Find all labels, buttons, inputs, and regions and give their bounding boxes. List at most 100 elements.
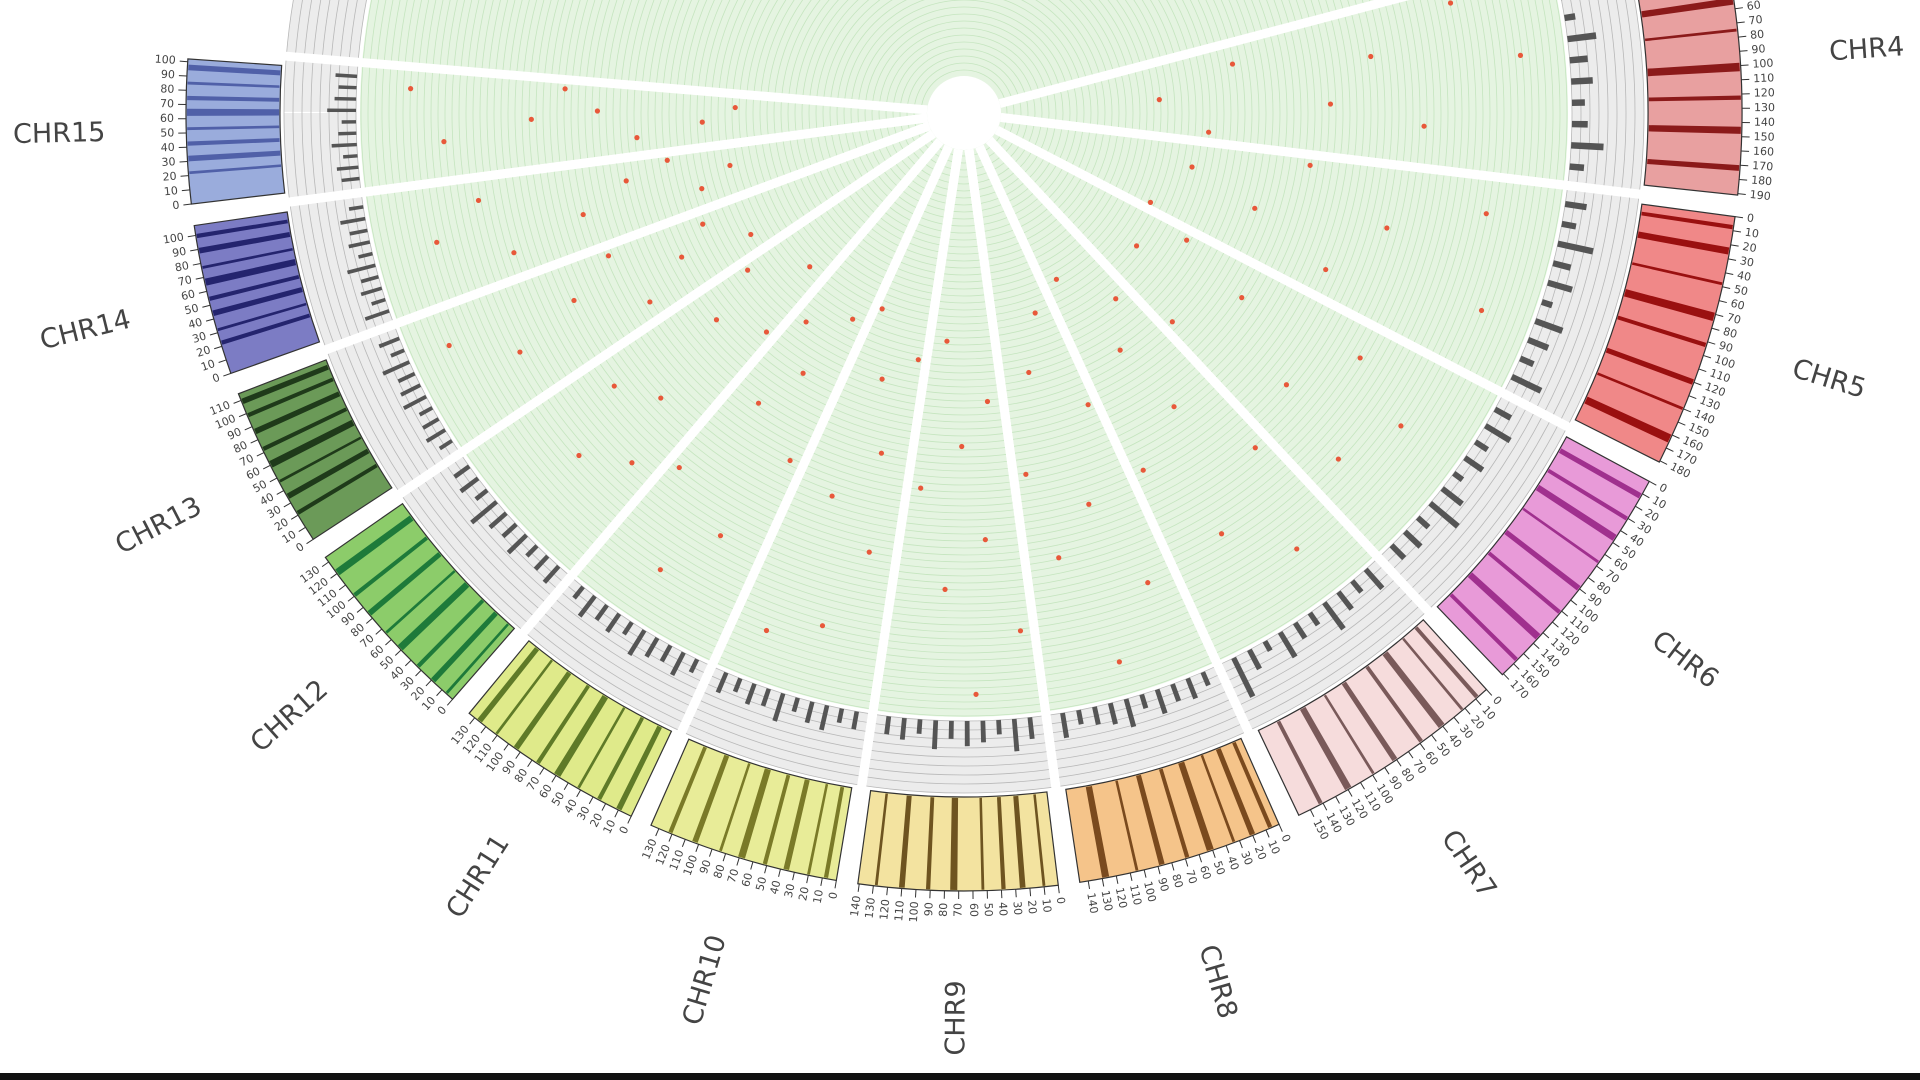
hist-bar — [343, 154, 358, 159]
tick-mark — [183, 203, 192, 206]
scatter-ring — [381, 0, 1547, 696]
scatter-point — [879, 306, 885, 312]
scatter-point — [850, 316, 856, 322]
tick-mark — [527, 759, 533, 768]
scatter-ring — [528, 0, 1400, 549]
tick-mark — [764, 865, 768, 874]
tick-mark — [1587, 577, 1595, 583]
scatter-ring — [675, 0, 1253, 402]
scatter-point — [984, 398, 991, 405]
hist-bar — [1076, 709, 1084, 725]
sector-gap — [975, 144, 1253, 735]
hist-bar — [1092, 706, 1101, 725]
hist-bar — [438, 439, 453, 451]
tick-mark — [1730, 244, 1739, 247]
scatter-point — [879, 376, 885, 382]
tick-mark — [491, 735, 498, 743]
tick-label: 120 — [877, 898, 892, 920]
tick-mark — [375, 628, 383, 635]
scatter-ring — [556, 0, 1372, 521]
hist-bar — [572, 585, 585, 600]
hist-bar — [1571, 77, 1593, 85]
tick-mark — [1252, 835, 1257, 844]
tick-label: 90 — [1386, 774, 1405, 793]
ideogram — [857, 789, 1059, 892]
tick-label: 110 — [892, 900, 907, 922]
tick-mark — [1171, 862, 1175, 871]
scatter-ring — [437, 0, 1491, 640]
tick-mark — [187, 234, 196, 238]
scatter-ring — [570, 0, 1358, 507]
tick-mark — [256, 452, 265, 457]
tick-mark — [1738, 35, 1747, 38]
hist-bar — [1336, 590, 1354, 611]
scatter-point — [763, 329, 770, 335]
chromosome-label: CHR11 — [440, 829, 516, 924]
hist-bar — [1322, 601, 1346, 631]
hist-bar — [340, 216, 366, 225]
scatter-point — [623, 178, 629, 184]
scatter-ring — [717, 0, 1211, 360]
tick-mark — [1715, 313, 1724, 317]
scatter-point — [441, 139, 447, 145]
hist-bar — [916, 719, 923, 734]
tick-label: 0 — [1490, 694, 1504, 708]
tick-mark — [1552, 621, 1559, 628]
sector-gap — [284, 51, 928, 115]
tick-mark — [1707, 341, 1716, 345]
hist-bar — [688, 658, 700, 674]
hist-bar — [347, 263, 376, 275]
scatter-point — [819, 623, 826, 629]
scatter-ring — [836, 0, 1092, 241]
hist-bar — [1546, 279, 1573, 293]
hist-bar — [1571, 99, 1585, 106]
cyto-band — [1617, 315, 1707, 347]
cyto-band — [1487, 551, 1561, 614]
cyto-band — [1136, 774, 1165, 866]
scatter-point — [1116, 659, 1122, 665]
cyto-band — [762, 774, 791, 865]
scatter-ring — [892, 41, 1036, 185]
tick-label: 90 — [697, 858, 714, 875]
tick-mark — [1503, 673, 1510, 680]
tick-label: 0 — [1657, 481, 1669, 496]
scatter-point — [1017, 628, 1024, 634]
cyto-band — [996, 797, 1006, 890]
tick-mark — [834, 880, 837, 889]
cyto-band — [495, 659, 553, 735]
tick-label: 40 — [1736, 268, 1752, 284]
hist-bar — [1231, 656, 1256, 698]
scatter-ring — [493, 0, 1435, 584]
tick-mark — [238, 413, 247, 418]
hist-ring — [346, 0, 1582, 731]
hist-bar — [1571, 120, 1588, 128]
cyto-band — [1178, 761, 1214, 852]
tick-label: 20 — [1252, 844, 1269, 862]
hist-bar — [1569, 55, 1588, 64]
tick-label: 90 — [1155, 876, 1171, 893]
scatter-ring — [815, 0, 1113, 262]
scatter-ring — [696, 0, 1232, 381]
scatter-ring — [871, 20, 1057, 206]
hist-bar — [1011, 718, 1020, 752]
tick-mark — [1732, 230, 1742, 233]
tick-mark — [1740, 164, 1749, 167]
hist-bar — [1473, 439, 1490, 453]
tick-mark — [1523, 653, 1530, 660]
tick-mark — [179, 60, 188, 63]
scatter-point — [918, 485, 924, 491]
sector-gap — [396, 129, 936, 499]
tick-label: 130 — [863, 897, 878, 919]
tick-label: 60 — [244, 465, 262, 483]
tick-mark — [330, 573, 338, 579]
hist-ring — [337, 0, 1591, 740]
tick-mark — [886, 887, 889, 896]
tick-label: 30 — [575, 804, 593, 823]
cyto-band — [1215, 748, 1256, 836]
scatter-ring — [479, 0, 1449, 598]
hist-bar — [360, 286, 383, 297]
cyto-band — [1558, 448, 1642, 499]
cyto-band — [187, 138, 280, 146]
tick-label: 50 — [753, 875, 769, 892]
